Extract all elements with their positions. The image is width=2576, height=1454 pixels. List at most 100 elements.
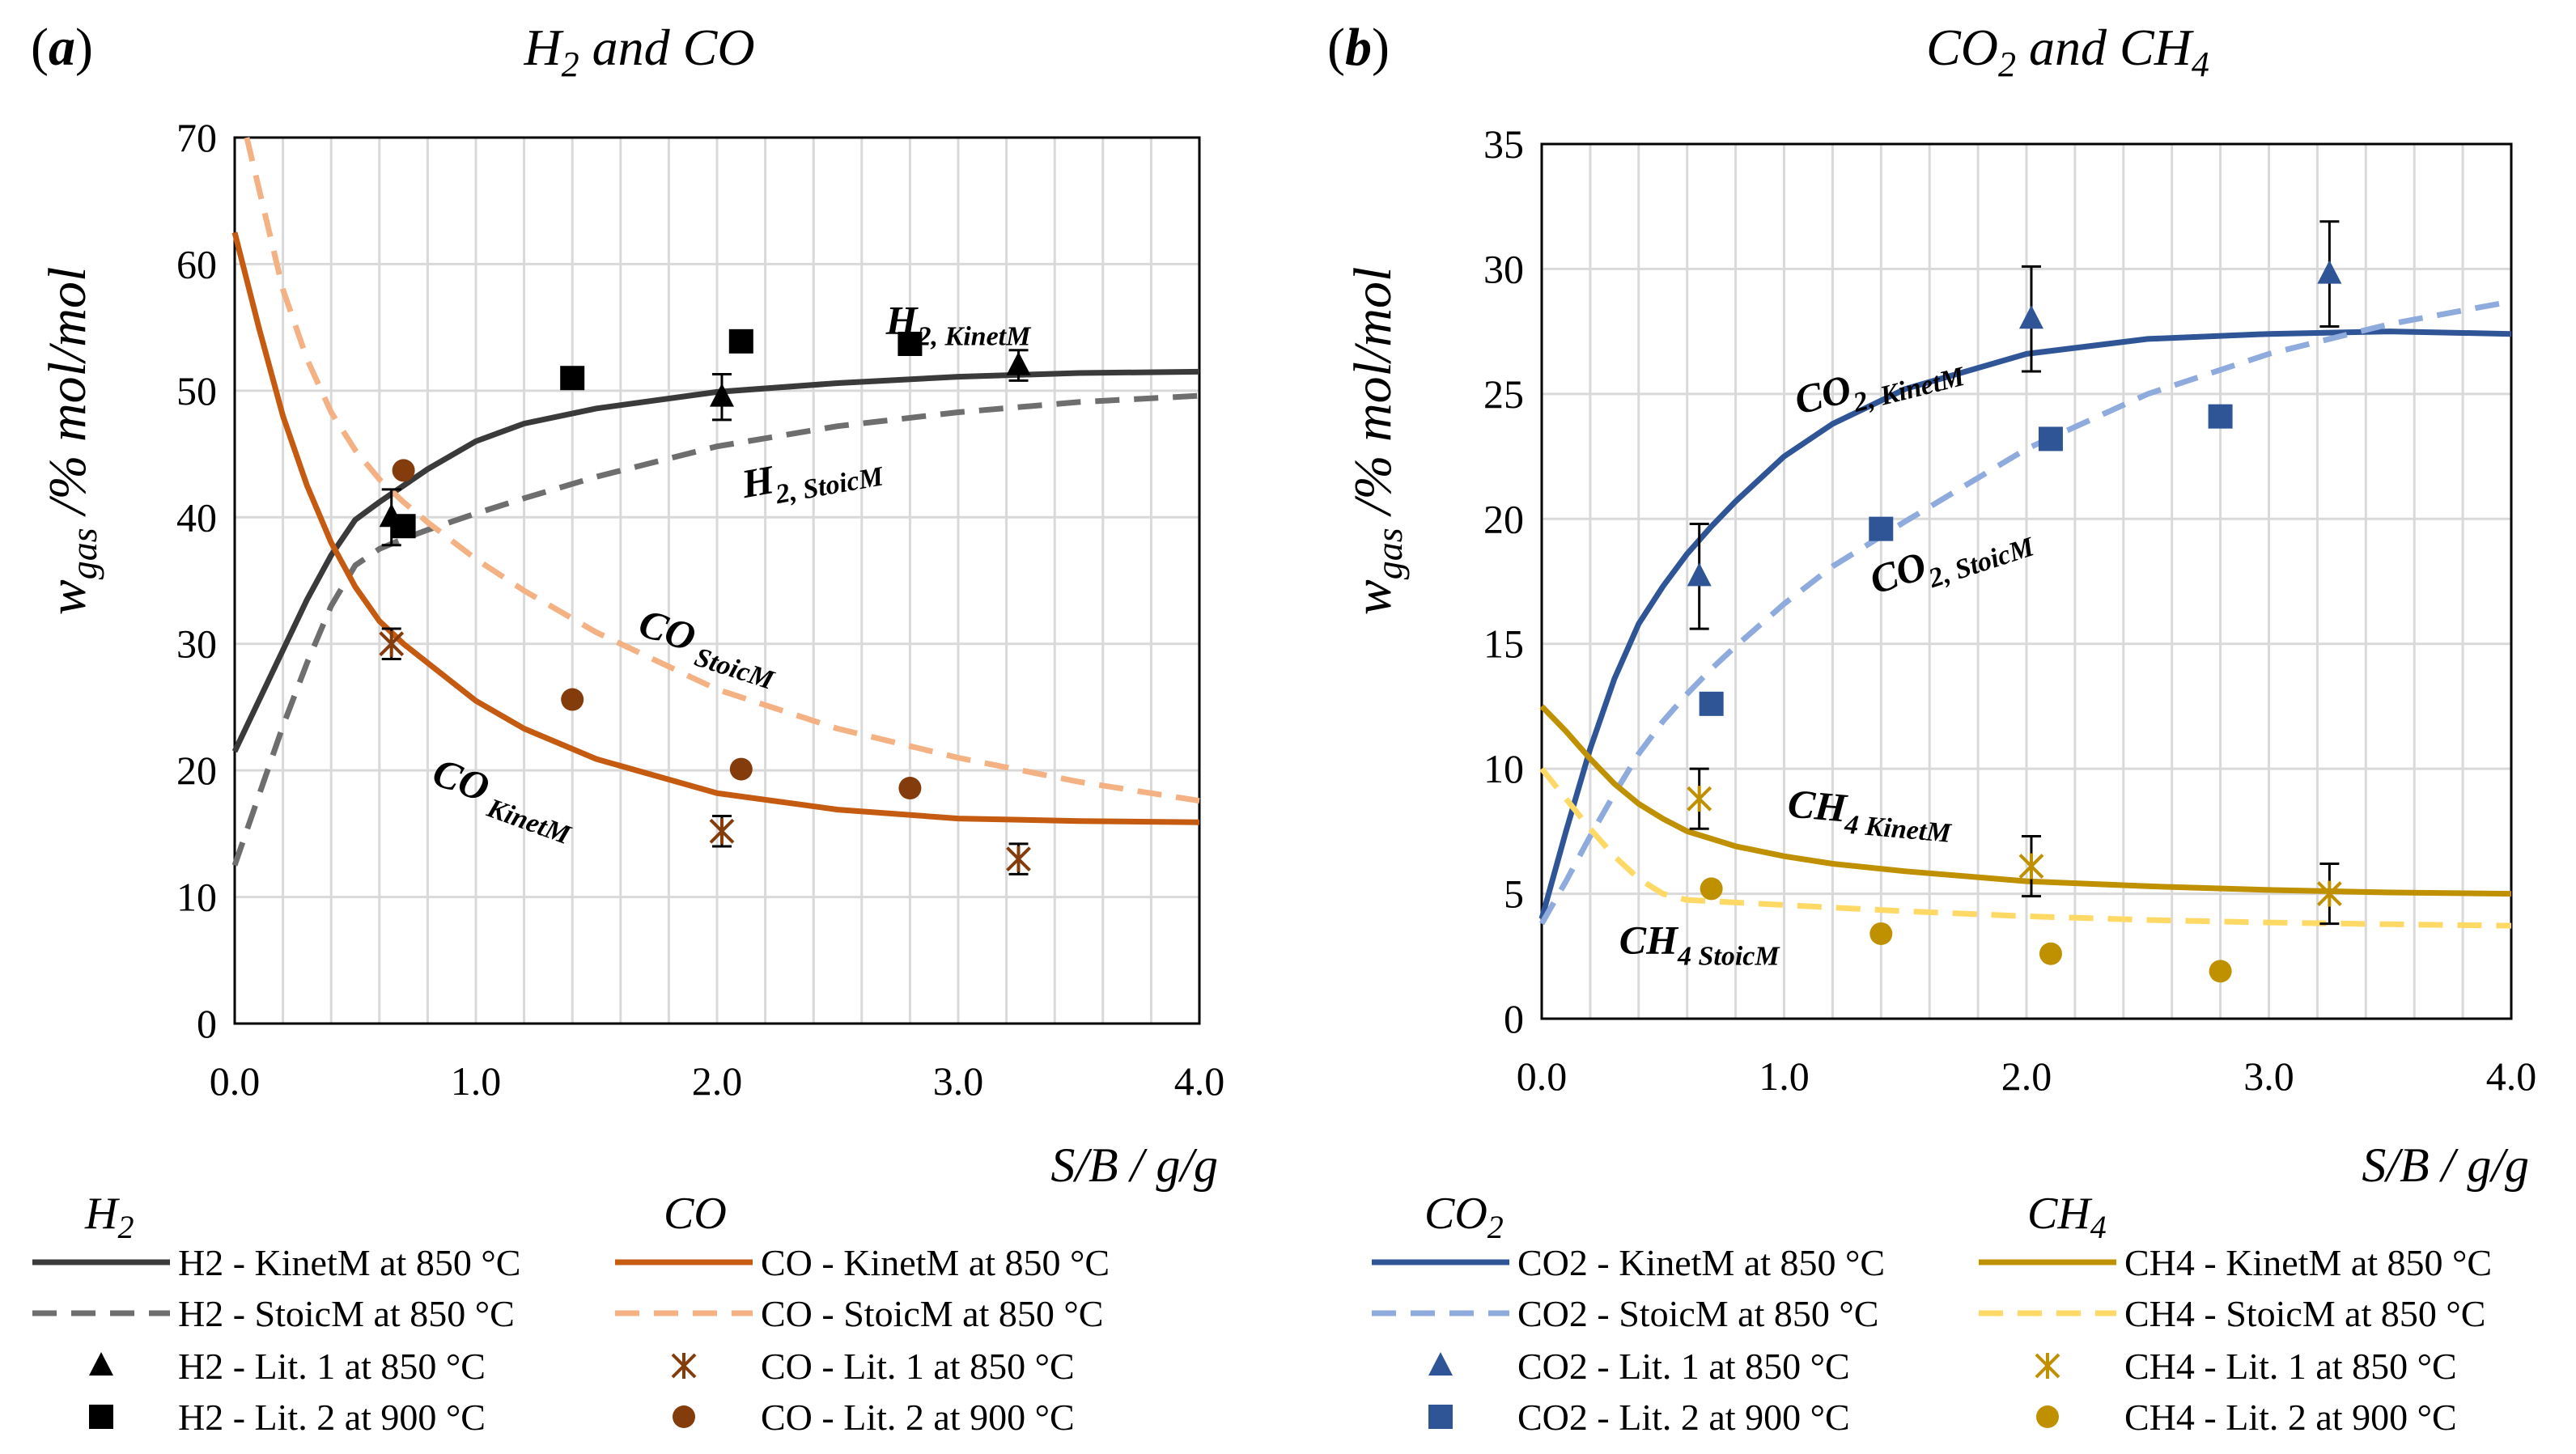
- plot-frame: [233, 136, 1201, 1025]
- data-point: [379, 630, 405, 657]
- data-point: [1699, 691, 1724, 716]
- panel-label-letter: b: [1345, 18, 1372, 77]
- legend-header-subscript: 4: [2090, 1209, 2107, 1245]
- annotation-subscript: 2, StoicM: [773, 461, 887, 510]
- legend-label: CO - KinetM at 850 °C: [761, 1242, 1110, 1283]
- data-point: [1687, 786, 1712, 812]
- annotation-base: H: [737, 456, 779, 507]
- data-point: [2208, 404, 2233, 429]
- curve-annotation: CO2, KinetM: [1790, 337, 1969, 431]
- y-tick-label: 35: [1483, 121, 1524, 167]
- annotation-base: H: [885, 297, 919, 342]
- data-point: [2317, 260, 2342, 284]
- x-tick-label: 2.0: [692, 1058, 743, 1104]
- legend-label: H2 - Lit. 1 at 850 °C: [178, 1346, 486, 1387]
- legend-item: H2 - Lit. 2 at 900 °C: [89, 1397, 486, 1438]
- panel-title: H2 and CO: [523, 19, 754, 84]
- series-line: [1538, 299, 2512, 926]
- legend-header-text: CO: [1424, 1189, 1487, 1239]
- series-markers: [1700, 877, 2232, 983]
- data-point: [1869, 922, 1893, 945]
- data-point: [898, 777, 922, 800]
- legend-swatch-marker: [1428, 1405, 1453, 1429]
- x-tick-label: 0.0: [210, 1058, 261, 1104]
- legend-label: CO2 - KinetM at 850 °C: [1517, 1242, 1885, 1283]
- legend-item: CH4 - Lit. 2 at 900 °C: [2036, 1397, 2457, 1438]
- y-tick-label: 70: [176, 115, 217, 160]
- legend-item: CO - Lit. 2 at 900 °C: [673, 1397, 1075, 1438]
- annotation-subscript: 4 StoicM: [1677, 942, 1780, 972]
- title-subscript: 2: [562, 45, 579, 84]
- legend-label: CO - Lit. 1 at 850 °C: [761, 1346, 1075, 1387]
- legend-item: CO - KinetM at 850 °C: [615, 1242, 1110, 1283]
- data-point: [1700, 877, 1723, 901]
- legend-label: H2 - StoicM at 850 °C: [178, 1293, 515, 1334]
- legend-swatch-marker: [2036, 1405, 2059, 1428]
- ylabel-subscript: gas: [1369, 528, 1410, 579]
- legend-item: CO - Lit. 1 at 850 °C: [671, 1346, 1075, 1387]
- curve-annotation: H2, StoicM: [737, 438, 887, 516]
- legend-swatch-marker: [1428, 1352, 1453, 1376]
- annotation-subscript: KinetM: [477, 791, 575, 850]
- x-tick-label: 3.0: [933, 1058, 984, 1104]
- legend-item: CO2 - Lit. 2 at 900 °C: [1428, 1397, 1850, 1438]
- legend-header-right: CO: [664, 1189, 727, 1239]
- data-point: [709, 383, 734, 407]
- legend-swatch-marker: [89, 1352, 113, 1376]
- data-point: [560, 366, 585, 391]
- data-point: [709, 818, 735, 845]
- x-tick-label: 1.0: [451, 1058, 502, 1104]
- series-markers: [1687, 220, 2342, 630]
- title-text: and CO: [579, 19, 755, 76]
- title-subscript: 4: [2192, 45, 2209, 84]
- series-markers: [1687, 767, 2342, 926]
- legend-header-text: CO: [664, 1189, 727, 1239]
- ylabel-subscript: gas: [63, 528, 104, 579]
- y-tick-label: 50: [176, 368, 217, 413]
- y-tick-label: 60: [176, 241, 217, 286]
- legend-label: CH4 - Lit. 2 at 900 °C: [2124, 1397, 2457, 1438]
- panel-label-letter: a: [49, 18, 75, 77]
- curve-annotation: CO StoicM: [631, 600, 787, 696]
- legend-label: H2 - KinetM at 850 °C: [178, 1242, 520, 1283]
- legend-label: H2 - Lit. 2 at 900 °C: [178, 1397, 486, 1438]
- legend-header-left: H2: [84, 1189, 134, 1245]
- series-line: [244, 137, 1200, 804]
- annotation-subscript: 4 KinetM: [1843, 809, 1954, 849]
- y-axis-label: wgas /% mol/mol: [38, 267, 104, 616]
- legend-label: CH4 - Lit. 1 at 850 °C: [2124, 1346, 2457, 1387]
- legend-item: CH4 - StoicM at 850 °C: [1979, 1293, 2485, 1334]
- y-tick-label: 25: [1483, 371, 1524, 417]
- legend-label: CO2 - StoicM at 850 °C: [1517, 1293, 1878, 1334]
- legend-item: H2 - Lit. 1 at 850 °C: [89, 1346, 486, 1387]
- y-tick-label: 0: [1504, 996, 1524, 1041]
- data-point: [1006, 351, 1031, 375]
- data-point: [2018, 305, 2043, 329]
- data-point: [391, 514, 416, 539]
- legend-swatch-marker: [2035, 1353, 2060, 1379]
- x-tick-label: 2.0: [2001, 1053, 2052, 1099]
- y-tick-label: 20: [176, 748, 217, 793]
- data-point: [729, 757, 753, 781]
- legend-item: H2 - StoicM at 850 °C: [32, 1293, 515, 1334]
- data-point: [898, 331, 923, 356]
- title-subscript: 2: [1998, 45, 2016, 84]
- legend-label: CO - Lit. 2 at 900 °C: [761, 1397, 1075, 1438]
- data-point: [1869, 516, 1894, 541]
- series-markers: [392, 459, 922, 800]
- title-text: H: [523, 19, 564, 76]
- plot-frame: [1540, 142, 2513, 1020]
- panel-label-paren: ): [1372, 18, 1390, 77]
- x-axis-label: S/B / g/g: [1050, 1138, 1218, 1192]
- legend-label: CO2 - Lit. 2 at 900 °C: [1517, 1397, 1850, 1438]
- series-line: [1539, 766, 2512, 929]
- series-line: [1538, 329, 2512, 920]
- ylabel-text: w: [1343, 579, 1403, 615]
- y-tick-label: 30: [1483, 246, 1524, 291]
- x-tick-label: 3.0: [2243, 1053, 2294, 1099]
- gridlines: [1542, 142, 2511, 1020]
- series-line: [1539, 704, 2512, 897]
- y-tick-label: 5: [1504, 871, 1524, 917]
- y-tick-label: 0: [197, 1001, 217, 1046]
- legend-item: CO2 - Lit. 1 at 850 °C: [1428, 1346, 1850, 1387]
